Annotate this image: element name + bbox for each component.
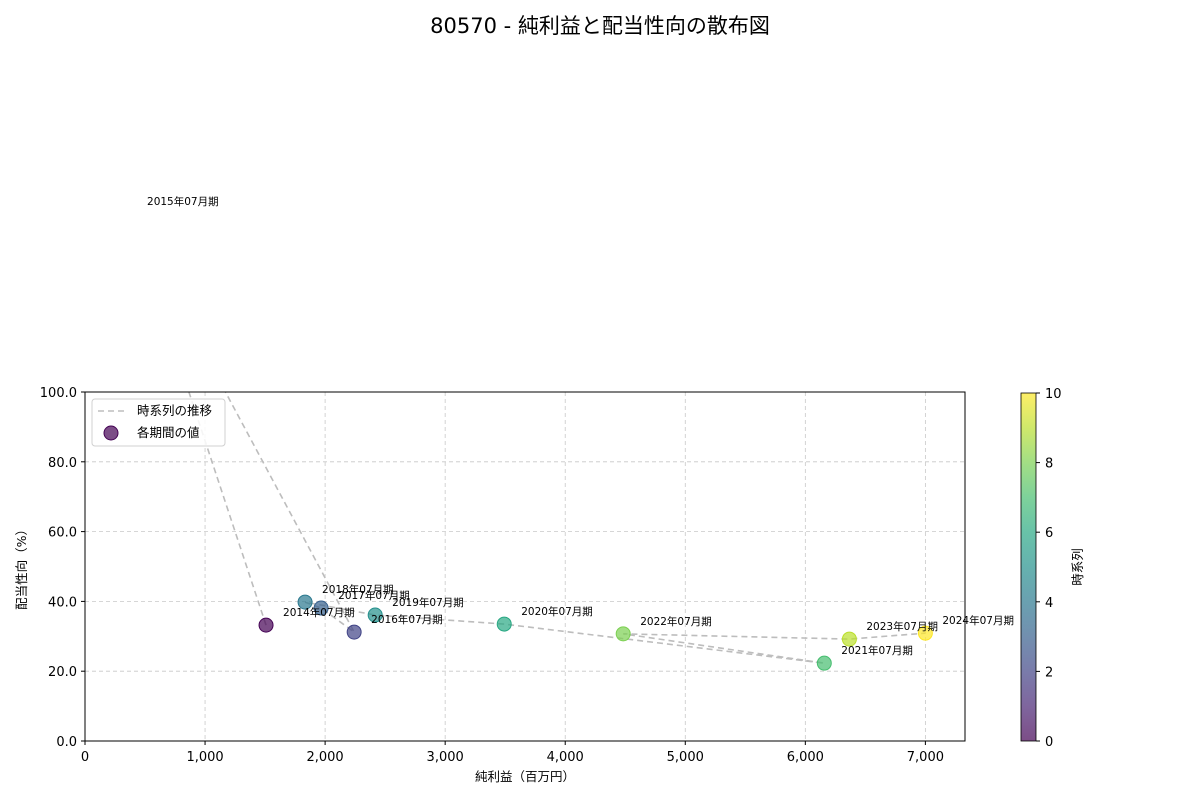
x-tick-label: 2,000 xyxy=(306,750,343,765)
x-tick-label: 5,000 xyxy=(667,750,704,765)
colorbar-label: 時系列 xyxy=(1070,548,1085,586)
y-tick-label: 40.0 xyxy=(48,595,77,610)
y-tick-label: 0.0 xyxy=(56,735,77,750)
data-point[interactable] xyxy=(297,594,313,610)
point-annotation: 2021年07月期 xyxy=(841,644,913,657)
y-tick-label: 20.0 xyxy=(48,665,77,680)
legend-entry-trend: 時系列の推移 xyxy=(137,403,212,418)
data-point[interactable] xyxy=(123,207,137,221)
x-tick-label: 7,000 xyxy=(907,750,944,765)
plot-frame xyxy=(84,391,966,742)
trend-line xyxy=(188,392,926,664)
colorbar-tick-label: 0 xyxy=(1045,735,1053,750)
point-annotation: 2018年07月期 xyxy=(322,583,394,596)
data-point[interactable] xyxy=(313,600,329,616)
data-point[interactable] xyxy=(917,625,933,641)
legend-entry-points: 各期間の値 xyxy=(137,425,200,440)
x-tick-label: 0 xyxy=(81,750,89,765)
colorbar: 0 2 4 6 8 10 時系列 xyxy=(1020,387,1085,750)
colorbar-tick-label: 6 xyxy=(1045,526,1053,541)
x-tick-label: 1,000 xyxy=(186,750,223,765)
colorbar-tick-label: 4 xyxy=(1045,596,1053,611)
x-tick-label: 4,000 xyxy=(547,750,584,765)
data-point[interactable] xyxy=(816,655,832,671)
point-annotation: 2017年07月期 xyxy=(338,589,410,602)
y-tick-label: 100.0 xyxy=(40,386,77,401)
point-annotation: 2024年07月期 xyxy=(942,614,1014,627)
data-point[interactable] xyxy=(258,617,274,633)
point-annotation: 2022年07月期 xyxy=(640,615,712,628)
y-tick-label: 60.0 xyxy=(48,526,77,541)
data-point[interactable] xyxy=(615,626,631,642)
data-points xyxy=(123,207,933,671)
colorbar-tick-label: 8 xyxy=(1045,457,1053,472)
y-axis-label: 配当性向（%） xyxy=(14,523,29,610)
point-annotation: 2019年07月期 xyxy=(392,596,464,609)
x-axis-label: 純利益（百万円） xyxy=(475,769,575,784)
point-annotation: 2014年07月期 xyxy=(283,606,355,619)
data-point[interactable] xyxy=(841,631,857,647)
legend-marker-icon xyxy=(103,425,119,441)
data-point[interactable] xyxy=(496,616,512,632)
point-annotation: 2023年07月期 xyxy=(866,620,938,633)
x-tick-label: 6,000 xyxy=(787,750,824,765)
data-point[interactable] xyxy=(367,607,383,623)
point-annotation: 2020年07月期 xyxy=(521,605,593,618)
data-point[interactable] xyxy=(346,624,362,640)
colorbar-tick-label: 10 xyxy=(1045,387,1062,402)
x-tick-label: 3,000 xyxy=(427,750,464,765)
colorbar-tick-label: 2 xyxy=(1045,665,1053,680)
chart-title: 80570 - 純利益と配当性向の散布図 xyxy=(430,14,770,38)
point-annotation: 2016年07月期 xyxy=(371,613,443,626)
y-tick-label: 80.0 xyxy=(48,456,77,471)
point-annotation: 2015年07月期 xyxy=(147,195,219,208)
